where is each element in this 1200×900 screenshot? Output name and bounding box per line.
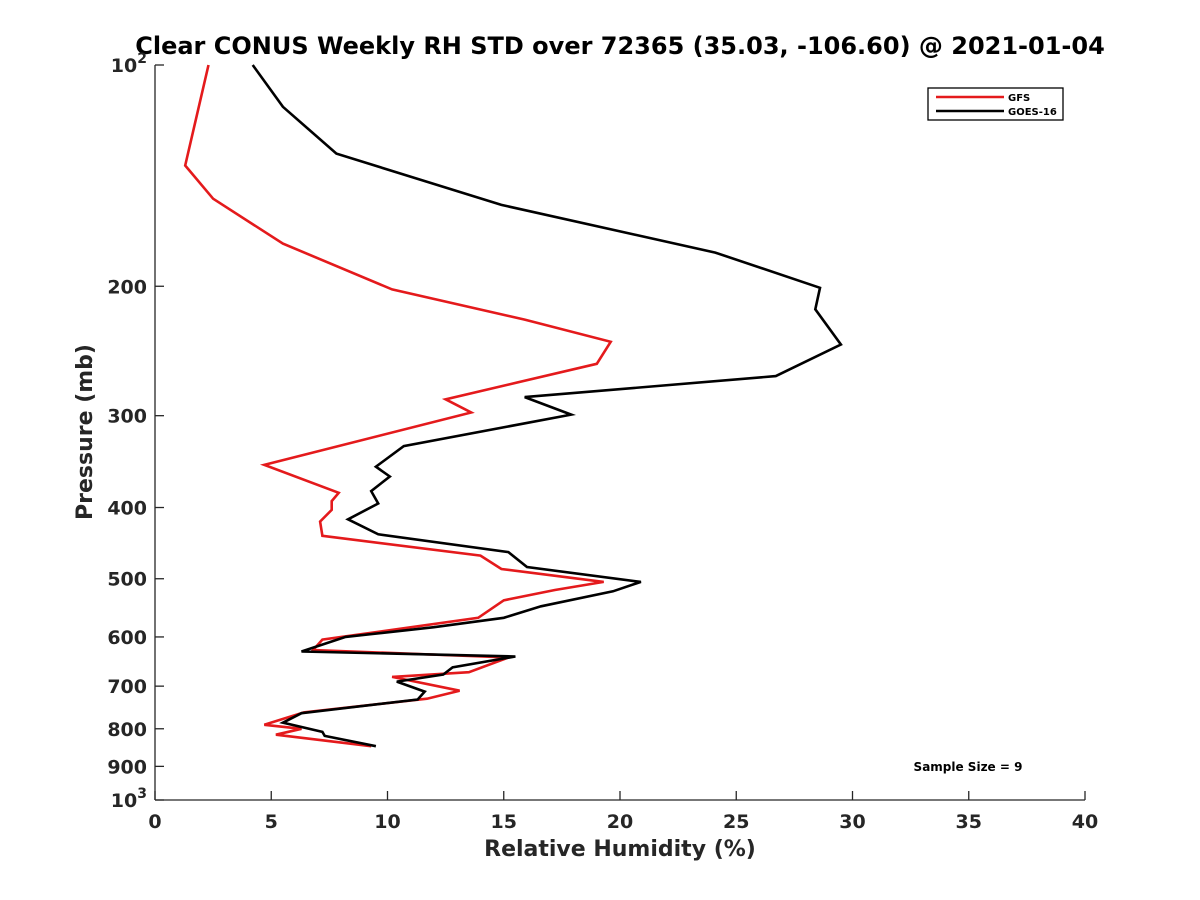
x-tick-label: 25: [723, 811, 749, 833]
y-axis-label: Pressure (mb): [73, 344, 98, 520]
y-tick-label: 300: [107, 406, 147, 428]
legend-box: [927, 87, 1064, 121]
y-tick-label: 400: [107, 498, 147, 520]
x-tick-label: 5: [265, 811, 278, 833]
y-tick-label-base: 10: [111, 55, 137, 77]
y-tick-label: 800: [107, 719, 147, 741]
y-tick-label: 103: [111, 786, 147, 812]
y-tick-label-exponent: 3: [137, 786, 147, 802]
y-tick-label: 102: [111, 51, 147, 77]
x-tick-label: 30: [839, 811, 865, 833]
series-line-gfs: [183, 64, 613, 748]
y-tick-label: 500: [107, 569, 147, 591]
x-tick-label: 15: [491, 811, 517, 833]
plot-area: [155, 65, 1085, 800]
x-tick-label: 0: [148, 811, 161, 833]
y-tick-label: 200: [107, 276, 147, 298]
y-tick-label: 900: [107, 756, 147, 778]
x-tick-label: 35: [956, 811, 982, 833]
y-tick-label-base: 10: [111, 790, 137, 812]
legend: GFS GOES-16: [927, 87, 1064, 121]
y-tick-label: 700: [107, 676, 147, 698]
chart-title: Clear CONUS Weekly RH STD over 72365 (35…: [135, 32, 1105, 60]
x-axis-label: Relative Humidity (%): [484, 837, 756, 862]
x-tick-label: 10: [374, 811, 400, 833]
legend-label-goes16: GOES-16: [1008, 107, 1057, 118]
series-layer: [183, 64, 843, 748]
x-tick-label: 20: [607, 811, 633, 833]
sample-size-annotation: Sample Size = 9: [914, 760, 1023, 774]
x-tick-label: 40: [1072, 811, 1098, 833]
y-tick-label: 600: [107, 627, 147, 649]
legend-label-gfs: GFS: [1008, 93, 1030, 104]
series-line-goes16: [251, 64, 843, 748]
x-axis-ticks: 0 5 10 15 20 25 30 35 40: [148, 791, 1098, 833]
y-tick-label-exponent: 2: [137, 51, 147, 67]
